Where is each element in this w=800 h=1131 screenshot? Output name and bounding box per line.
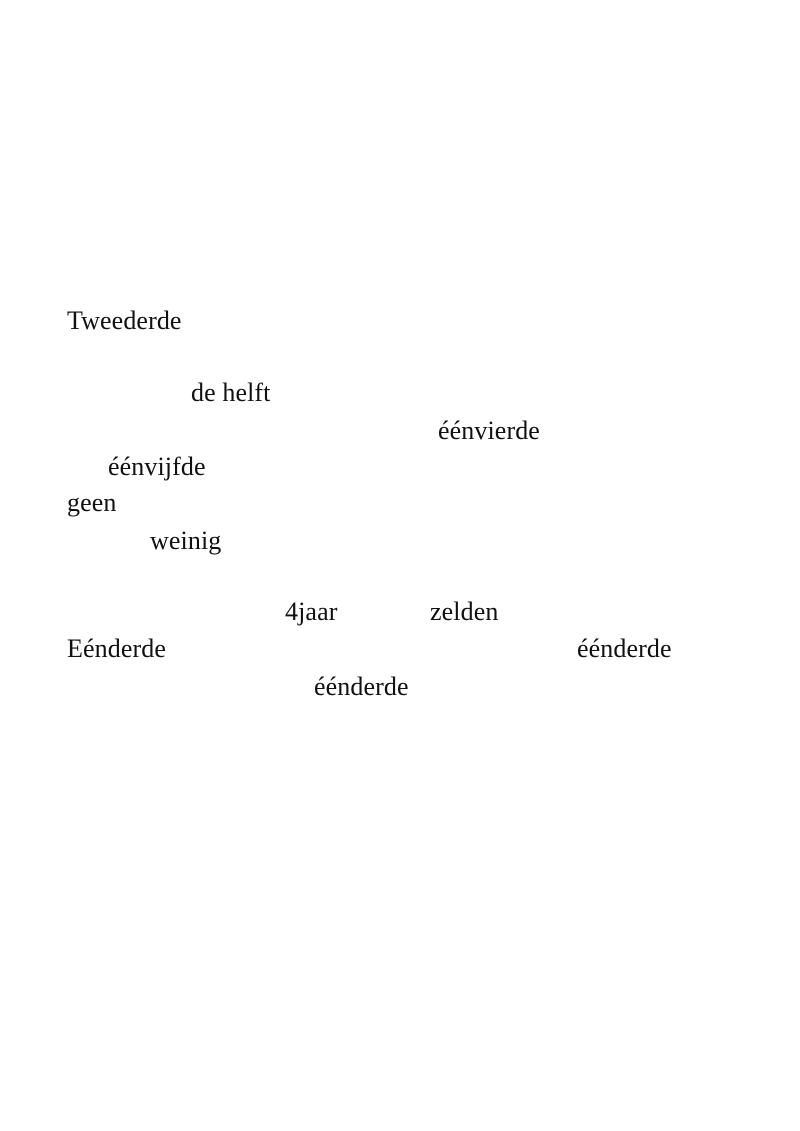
word-de-helft: de helft	[191, 378, 271, 407]
word-eenvijfde: éénvijfde	[108, 452, 206, 481]
word-4jaar: 4jaar	[285, 597, 338, 626]
word-geen: geen	[67, 488, 117, 517]
word-eenvierde: éénvierde	[438, 416, 540, 445]
word-eenderde-capital: Eénderde	[67, 634, 166, 663]
word-eenderde-center: éénderde	[314, 672, 409, 701]
word-eenderde-right: éénderde	[577, 634, 672, 663]
word-tweederde: Tweederde	[67, 306, 182, 335]
word-zelden: zelden	[430, 597, 499, 626]
word-weinig: weinig	[150, 526, 222, 555]
